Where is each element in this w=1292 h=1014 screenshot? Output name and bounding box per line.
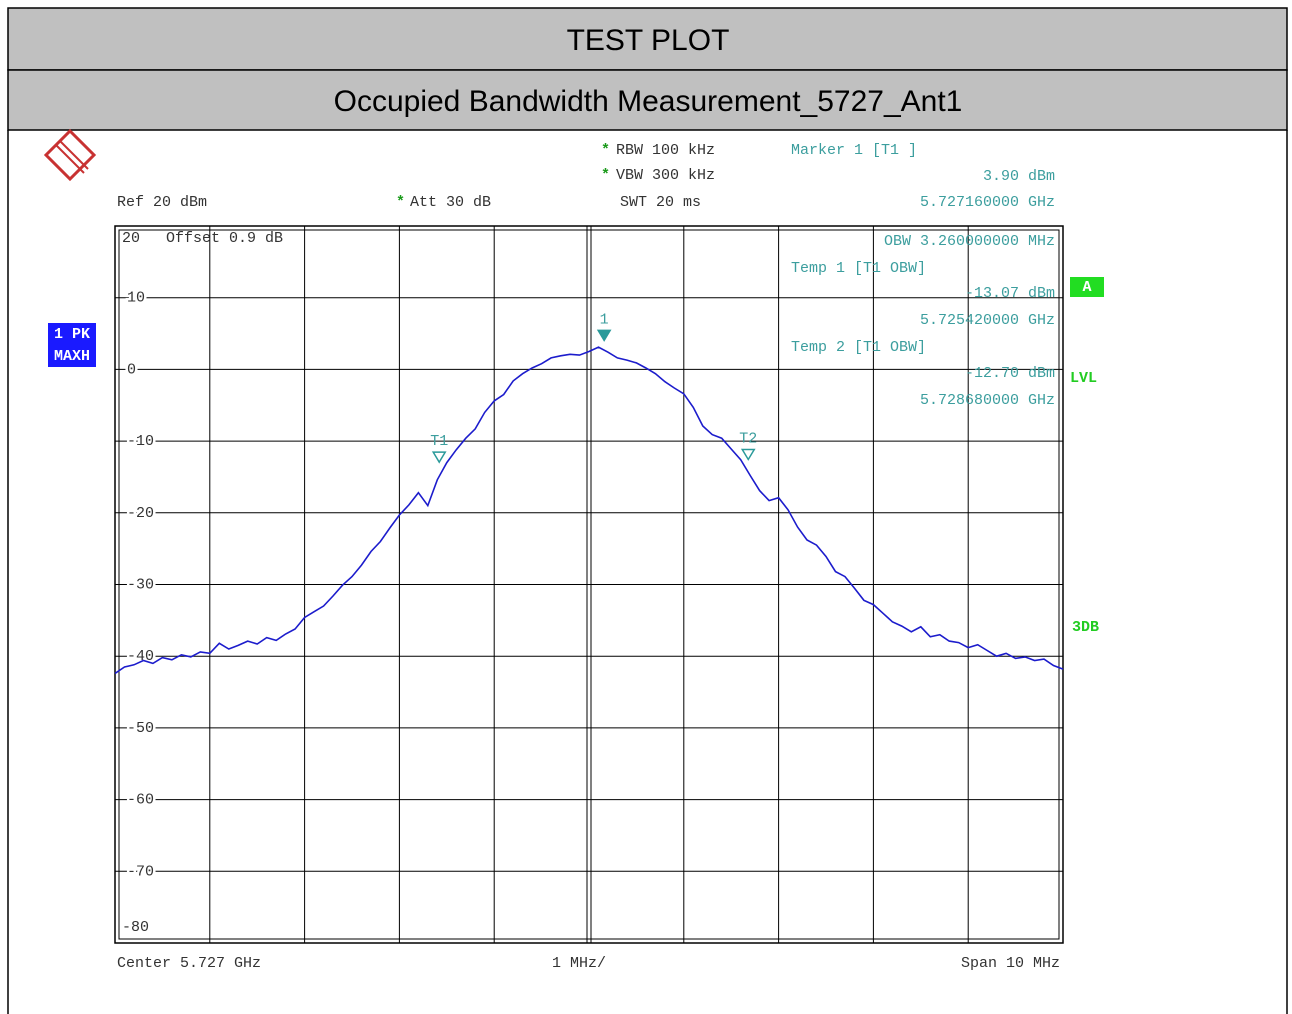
y-tick-label: -70 <box>127 863 154 880</box>
side-label: 3DB <box>1072 619 1099 636</box>
marker-info: Temp 2 [T1 OBW] <box>791 339 926 356</box>
setting: Ref 20 dBm <box>117 194 207 211</box>
marker-info: 3.90 dBm <box>983 168 1055 185</box>
y-tick-label: -10 <box>127 433 154 450</box>
setting: Center 5.727 GHz <box>117 955 261 972</box>
marker-label: T2 <box>739 430 757 447</box>
setting: SWT 20 ms <box>620 194 701 211</box>
setting: VBW 300 kHz <box>616 167 715 184</box>
marker <box>740 448 756 461</box>
chart-title: TEST PLOT <box>567 24 730 57</box>
marker-info: Temp 1 [T1 OBW] <box>791 260 926 277</box>
setting-flag: * <box>601 142 610 159</box>
trace <box>114 346 1064 675</box>
y-tick-label: -60 <box>127 792 154 809</box>
marker-label: 1 <box>600 311 609 328</box>
marker-info: Marker 1 [T1 ] <box>791 142 917 159</box>
side-label: LVL <box>1070 370 1097 387</box>
y-tick-label: -30 <box>127 576 154 593</box>
marker <box>596 329 612 342</box>
marker-info: -13.07 dBm <box>965 285 1055 302</box>
logo <box>43 128 97 182</box>
y-tick-label: -20 <box>127 505 154 522</box>
trace-mode: MAXH <box>54 348 90 365</box>
side-badge <box>1070 277 1104 297</box>
y-tick-label: 10 <box>127 290 145 307</box>
marker <box>431 451 447 464</box>
marker-info: 5.728680000 GHz <box>920 392 1055 409</box>
marker-info: 5.725420000 GHz <box>920 312 1055 329</box>
title-bar <box>7 7 1288 71</box>
subtitle-bar <box>7 69 1288 131</box>
plot-border <box>114 225 1064 944</box>
marker-label: T1 <box>430 433 448 450</box>
plot-border-inner <box>118 229 1060 940</box>
marker-info: 5.727160000 GHz <box>920 194 1055 211</box>
y-tick-label: 0 <box>127 361 136 378</box>
y-tick-label: -50 <box>127 720 154 737</box>
setting: Offset 0.9 dB <box>166 230 283 247</box>
setting-flag: * <box>601 167 610 184</box>
setting: 1 MHz/ <box>552 955 606 972</box>
side-label: A <box>1082 279 1091 296</box>
setting-flag: * <box>396 194 405 211</box>
chart-subtitle: Occupied Bandwidth Measurement_5727_Ant1 <box>334 85 963 118</box>
setting: Att 30 dB <box>410 194 491 211</box>
marker-info: OBW 3.260000000 MHz <box>884 233 1055 250</box>
setting: Span 10 MHz <box>961 955 1060 972</box>
y-tick-label: 20 <box>122 230 140 247</box>
trace-badge <box>48 323 96 367</box>
setting: RBW 100 kHz <box>616 142 715 159</box>
trace-name: 1 PK <box>54 326 90 343</box>
y-tick-label: -80 <box>122 919 149 936</box>
marker-info: -12.70 dBm <box>965 365 1055 382</box>
